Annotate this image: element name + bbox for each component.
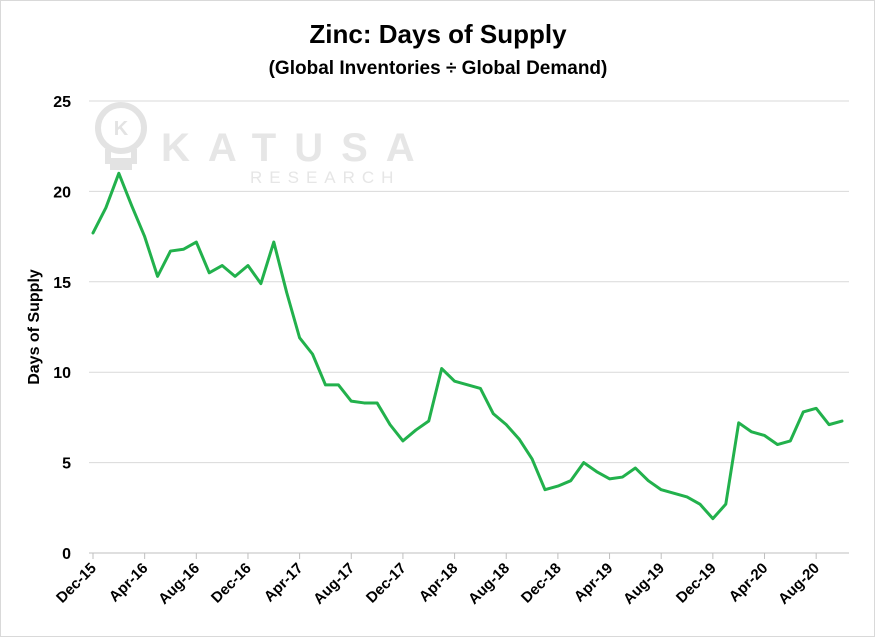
data-point [427,419,430,423]
data-point [543,488,547,491]
lightbulb-logo-icon [95,102,147,170]
data-point [814,407,818,410]
x-tick-label: Dec-17 [363,560,410,607]
data-point [298,336,301,340]
data-point [156,275,159,278]
chart-title: Zinc: Days of Supply [309,19,567,49]
data-point [647,479,650,482]
data-point [220,264,224,267]
x-tick-label: Dec-15 [53,560,100,607]
data-point [401,439,405,443]
x-tick-label: Aug-19 [620,560,668,608]
data-point [789,439,792,443]
data-point [104,206,108,209]
data-point [660,488,663,491]
data-point [130,204,133,208]
data-point [440,367,443,370]
data-point [595,470,598,473]
data-point [698,502,702,506]
x-axis [89,552,849,559]
data-point [324,383,327,387]
data-point [466,383,469,387]
data-point [802,410,805,414]
data-point [414,428,418,432]
data-point [672,492,676,495]
x-tick-label: Dec-19 [673,560,720,607]
data-point [375,401,379,405]
data-point [621,475,624,479]
x-tick-label: Apr-16 [106,560,152,606]
data-point [388,423,392,426]
data-point [246,264,250,267]
data-point [350,399,353,403]
data-point [169,249,172,253]
y-tick-label: 0 [62,546,71,563]
data-point [182,248,185,251]
data-point [195,240,198,244]
data-point [827,423,831,426]
x-tick-label: Apr-18 [416,560,462,606]
data-point [505,423,508,426]
x-tick-label: Aug-16 [155,560,203,608]
x-tick-label: Apr-19 [571,560,617,606]
y-tick-label: 5 [62,456,71,473]
y-axis-label: Days of Supply [26,269,43,385]
data-point [763,434,766,437]
x-tick-label: Aug-18 [465,560,513,608]
data-point [517,437,521,441]
data-point [479,387,482,390]
x-tick-label: Aug-17 [310,560,358,608]
data-point [724,502,727,506]
data-point [362,401,366,405]
data-point [685,495,689,499]
data-point [259,282,263,285]
data-point [272,240,275,244]
x-tick-label: Dec-16 [208,560,255,607]
data-point [634,466,637,470]
y-tick-label: 20 [53,184,71,201]
data-point [285,291,288,294]
data-point [750,430,753,434]
data-point [233,275,237,278]
data-point [556,484,560,488]
y-tick-label: 15 [53,275,71,292]
watermark-brand: KATUSA [161,126,433,170]
data-point [608,477,611,481]
data-point [311,352,314,356]
data-point [530,457,534,461]
data-point [208,271,211,274]
y-tick-label: 25 [53,94,71,111]
watermark: K KATUSA RESEARCH [95,102,433,187]
data-point [569,479,573,482]
data-point [582,461,585,464]
series-group [91,171,844,521]
chart-subtitle: (Global Inventories ÷ Global Demand) [269,58,608,79]
data-point [337,383,340,387]
data-point [143,235,146,238]
data-point [117,172,121,175]
x-tick-label: Apr-20 [726,560,772,606]
series-line-0 [91,171,844,521]
data-point [91,231,95,235]
data-point [737,421,740,425]
data-point [453,380,456,383]
y-tick-label: 10 [53,365,71,382]
x-tick-labels: Dec-15 Apr-16 Aug-16 Dec-16 Apr-17 Aug-17 Dec-… [53,560,823,608]
data-point [711,517,715,520]
data-point [840,419,844,423]
y-tick-labels: 0 5 10 15 20 25 [53,94,71,563]
watermark-sub: RESEARCH [250,168,400,187]
x-tick-label: Aug-20 [775,560,823,608]
data-point [492,412,495,415]
watermark-logo-letter: K [114,118,129,140]
x-tick-label: Dec-18 [518,560,565,607]
x-tick-label: Apr-17 [261,560,307,606]
gridlines [89,100,849,464]
data-point [776,443,779,446]
